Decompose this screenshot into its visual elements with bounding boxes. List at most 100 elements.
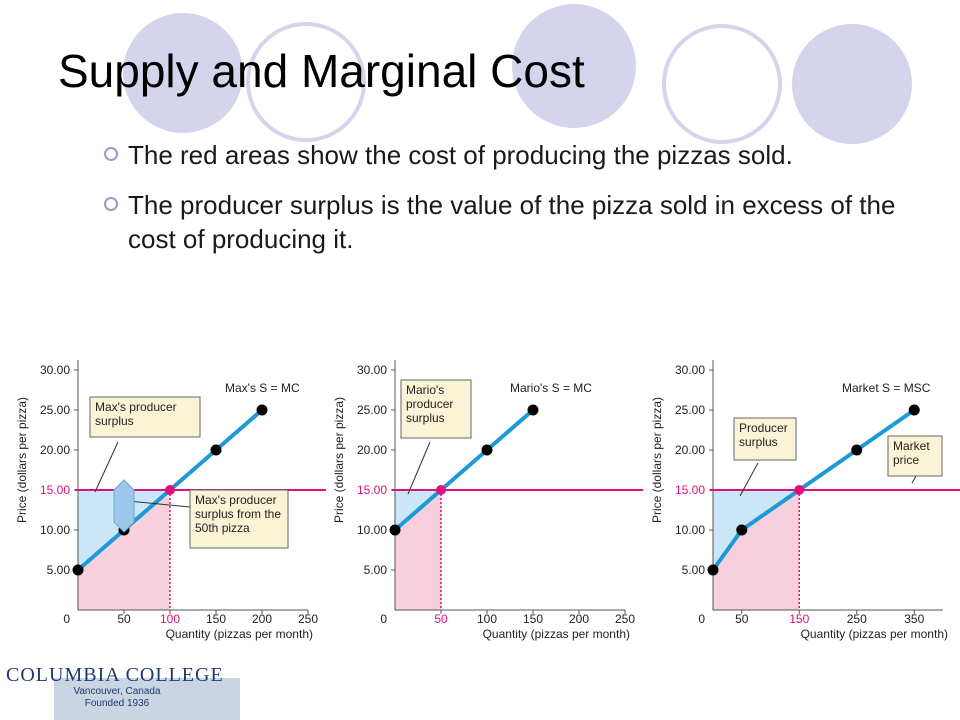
college-logo: COLUMBIA COLLEGE Vancouver, Canada Found…: [0, 664, 240, 720]
decor-circle: [123, 13, 243, 133]
x-axis-label: Quantity (pizzas per month): [801, 627, 948, 641]
annotation-text: Max's producer surplus from the 50th pizza: [195, 493, 281, 535]
decor-ring: [662, 24, 782, 144]
decor-circle: [512, 4, 636, 128]
annotation-text: Max's producer surplus: [95, 400, 177, 428]
annotation-leader: [407, 441, 431, 495]
slide-title: Supply and Marginal Cost: [58, 45, 585, 97]
data-point: [908, 404, 920, 416]
x-tick-label: 0: [698, 612, 705, 626]
x-tick-label: 50: [434, 612, 448, 626]
decor-ring: [246, 22, 366, 142]
data-point: [481, 444, 493, 456]
y-tick-label: 30.00: [40, 363, 70, 377]
y-tick-label: 20.00: [675, 443, 705, 457]
annotation-text: Mario's producer surplus: [406, 383, 453, 425]
annotation-box: [400, 379, 472, 439]
y-axis-label: Price (dollars per pizza): [650, 397, 664, 523]
y-tick-label: 25.00: [675, 403, 705, 417]
annotation-leader: [739, 462, 759, 497]
logo-name: COLUMBIA COLLEGE: [6, 664, 224, 686]
y-tick-label: 20.00: [357, 443, 387, 457]
y-tick-label: 5.00: [682, 563, 706, 577]
annotation-text: Producer surplus: [739, 421, 788, 449]
y-tick-label: 25.00: [40, 403, 70, 417]
charts-figure: 5.00 10.00 15.00 20.00 25.00 30.00 0 50 100 150 20…: [0, 360, 960, 664]
x-tick-label: 200: [569, 612, 589, 626]
annotation-leader: [127, 500, 191, 508]
bullet-list: The red areas show the cost of producing…: [104, 138, 904, 272]
annotation-box: [189, 489, 289, 549]
annotation-box: [733, 417, 797, 461]
cost-area: [78, 490, 170, 610]
ring-bullet-icon: [104, 197, 118, 211]
x-tick-label: 150: [206, 612, 226, 626]
x-tick-label: 150: [523, 612, 543, 626]
data-point: [72, 564, 84, 576]
x-tick-label: 50: [735, 612, 749, 626]
annotation-box: [89, 396, 201, 438]
data-point: [527, 404, 539, 416]
x-tick-label: 250: [615, 612, 635, 626]
panel-caption: (a) Max's producer surplus: [0, 663, 166, 664]
y-axis-label: Price (dollars per pizza): [332, 397, 346, 523]
chart-panel-1: 5.00 10.00 15.00 20.00 25.00 30.00 0 50 100 150 20…: [0, 360, 326, 664]
data-point: [256, 404, 268, 416]
y-tick-label: 30.00: [675, 363, 705, 377]
y-tick-label: 10.00: [675, 523, 705, 537]
x-axis-label: Quantity (pizzas per month): [166, 627, 313, 641]
logo-city: Vancouver, Canada: [73, 686, 161, 697]
bullet-text: The producer surplus is the value of the…: [128, 190, 896, 254]
equilibrium-point: [436, 485, 446, 495]
ring-bullet-icon: [104, 147, 118, 161]
series-label: Market S = MSC: [842, 381, 931, 395]
surplus-arrow: [113, 479, 135, 533]
x-tick-label: 0: [380, 612, 387, 626]
y-tick-label: 5.00: [364, 563, 388, 577]
equilibrium-point: [165, 485, 175, 495]
x-tick-label: 0: [63, 612, 70, 626]
y-tick-label: 10.00: [40, 523, 70, 537]
x-tick-label: 100: [160, 612, 180, 626]
data-point: [389, 524, 401, 536]
x-tick-label: 250: [847, 612, 867, 626]
y-tick-label: 30.00: [357, 363, 387, 377]
y-tick-label: 15.00: [675, 483, 705, 497]
bullet-item: The producer surplus is the value of the…: [104, 188, 904, 256]
logo-band: [54, 678, 240, 720]
fiftieth-pizza-marker: [113, 479, 135, 533]
x-tick-label: 50: [117, 612, 131, 626]
bullet-item: The red areas show the cost of producing…: [104, 138, 904, 172]
panel-caption: (b) Mario's producer surplus: [332, 663, 508, 664]
chart-panel-3: 5.00 10.00 15.00 20.00 25.00 30.00 0 50 150 250 35…: [650, 360, 960, 664]
x-axis-label: Quantity (pizzas per month): [483, 627, 630, 641]
bullet-text: The red areas show the cost of producing…: [128, 140, 793, 170]
x-tick-label: 100: [477, 612, 497, 626]
data-point: [851, 444, 863, 456]
series-label: Mario's S = MC: [510, 381, 592, 395]
cost-area: [713, 490, 800, 610]
decorative-circles: [123, 4, 912, 144]
annotation-text: Market price: [893, 439, 930, 467]
x-tick-label: 200: [252, 612, 272, 626]
y-tick-label: 10.00: [357, 523, 387, 537]
annotation-leader: [94, 441, 119, 493]
y-tick-label: 20.00: [40, 443, 70, 457]
decor-circle: [792, 24, 912, 144]
data-point: [707, 564, 719, 576]
producer-surplus-area: [713, 490, 800, 570]
equilibrium-point: [794, 485, 805, 495]
supply-curve: [393, 408, 535, 532]
x-tick-label: 150: [789, 612, 809, 626]
annotation-box: [887, 435, 943, 477]
chart-panel-2: 5.00 10.00 15.00 20.00 25.00 30.00 0 50 100 150 20…: [332, 360, 643, 664]
annotation-leader: [911, 475, 917, 484]
x-tick-label: 350: [904, 612, 924, 626]
x-tick-label: 250: [298, 612, 318, 626]
y-tick-label: 25.00: [357, 403, 387, 417]
data-point: [736, 524, 748, 536]
series-label: Max's S = MC: [225, 381, 300, 395]
y-tick-label: 5.00: [47, 563, 71, 577]
y-axis-label: Price (dollars per pizza): [15, 397, 29, 523]
y-tick-label: 15.00: [40, 483, 70, 497]
